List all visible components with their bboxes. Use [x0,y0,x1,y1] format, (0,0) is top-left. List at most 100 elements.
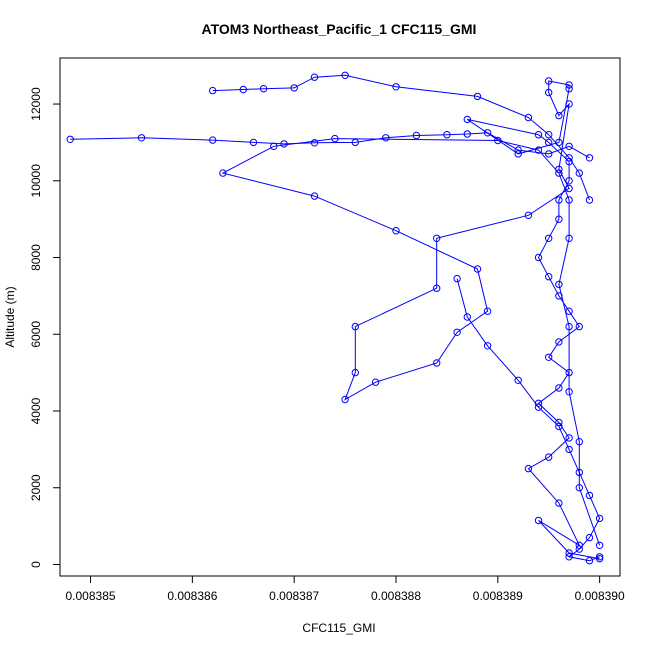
data-point [463,313,471,321]
data-point [565,157,573,166]
data-point [565,388,573,396]
data-point [473,92,482,101]
data-point [575,322,583,331]
data-point [565,549,573,557]
data-point [514,150,522,158]
data-point [290,84,298,92]
data-point [585,557,594,565]
data-point [595,553,604,561]
data-point [392,83,400,91]
data-point [555,280,563,289]
data-point [555,169,563,177]
data-point [534,146,543,154]
y-axis: 0 2000 4000 6000 8000 10000 12000 [29,87,60,568]
data-point [555,384,563,392]
data-point [545,88,553,97]
data-point [555,292,563,300]
data-point [351,368,359,377]
x-tick-label: 0.008390 [575,589,625,603]
data-point [463,115,471,124]
data-point [259,85,268,93]
data-point [565,196,573,204]
data-point [585,196,594,204]
y-tick-label: 0 [29,561,43,568]
data-point [565,85,573,93]
data-point [545,150,553,158]
data-point [565,445,573,454]
data-point [341,395,349,404]
data-point [555,418,563,427]
data-point [555,196,563,204]
data-point [585,533,594,542]
y-tick-label: 2000 [29,474,43,501]
series-line-profile [221,80,601,560]
data-point [463,130,471,138]
data-point [565,142,573,151]
data-point [351,138,359,147]
data-point [382,134,390,142]
y-tick-label: 8000 [29,244,43,271]
data-point [545,234,553,243]
data-point [371,378,380,386]
data-point [239,85,248,94]
data-point [595,541,604,549]
y-tick-label: 6000 [29,321,43,348]
data-point [545,453,553,461]
x-tick-label: 0.008389 [473,589,523,603]
data-point [483,342,492,350]
data-point [514,376,522,384]
data-point [595,514,604,523]
data-point [555,215,563,223]
data-point [565,307,573,315]
x-tick-label: 0.008385 [66,589,116,603]
series-line-profile-mid [456,278,601,562]
data-point [565,154,573,162]
data-point [534,516,543,525]
data-point [524,464,533,473]
data-point [545,353,553,361]
data-point [534,253,543,262]
data-point [412,131,421,140]
data-point [524,113,533,122]
data-point [565,177,573,185]
y-tick-label: 4000 [29,397,43,424]
data-point [351,322,359,331]
data-point [555,138,563,147]
data-point [565,368,573,377]
data-point [483,129,492,137]
data-point [555,111,563,120]
x-tick-label: 0.008388 [371,589,421,603]
data-point [534,403,543,411]
data-point [575,541,583,549]
data-point [565,81,573,89]
data-point [310,192,319,200]
data-point [494,136,502,145]
data-point [534,131,543,139]
data-point [137,134,146,142]
data-point [555,338,563,346]
data-point [392,227,400,235]
data-point [270,142,278,151]
data-point [575,545,583,553]
chart-title: ATOM3 Northeast_Pacific_1 CFC115_GMI [202,21,477,37]
data-point [565,234,573,243]
data-point [66,135,74,144]
data-point [524,211,533,220]
data-point [575,169,583,177]
data-point [595,555,604,563]
data-point [433,284,441,292]
data-point [209,86,217,95]
data-point [280,140,288,148]
series-line-profile-top [212,74,590,201]
data-point [443,131,451,139]
x-tick-label: 0.008387 [269,589,319,603]
data-point [433,234,441,243]
data-point [453,328,461,336]
data-point [453,274,461,283]
data-point [545,131,553,139]
data-point [545,138,553,147]
y-axis-label: Altitude (m) [3,286,17,347]
data-point [209,136,217,144]
